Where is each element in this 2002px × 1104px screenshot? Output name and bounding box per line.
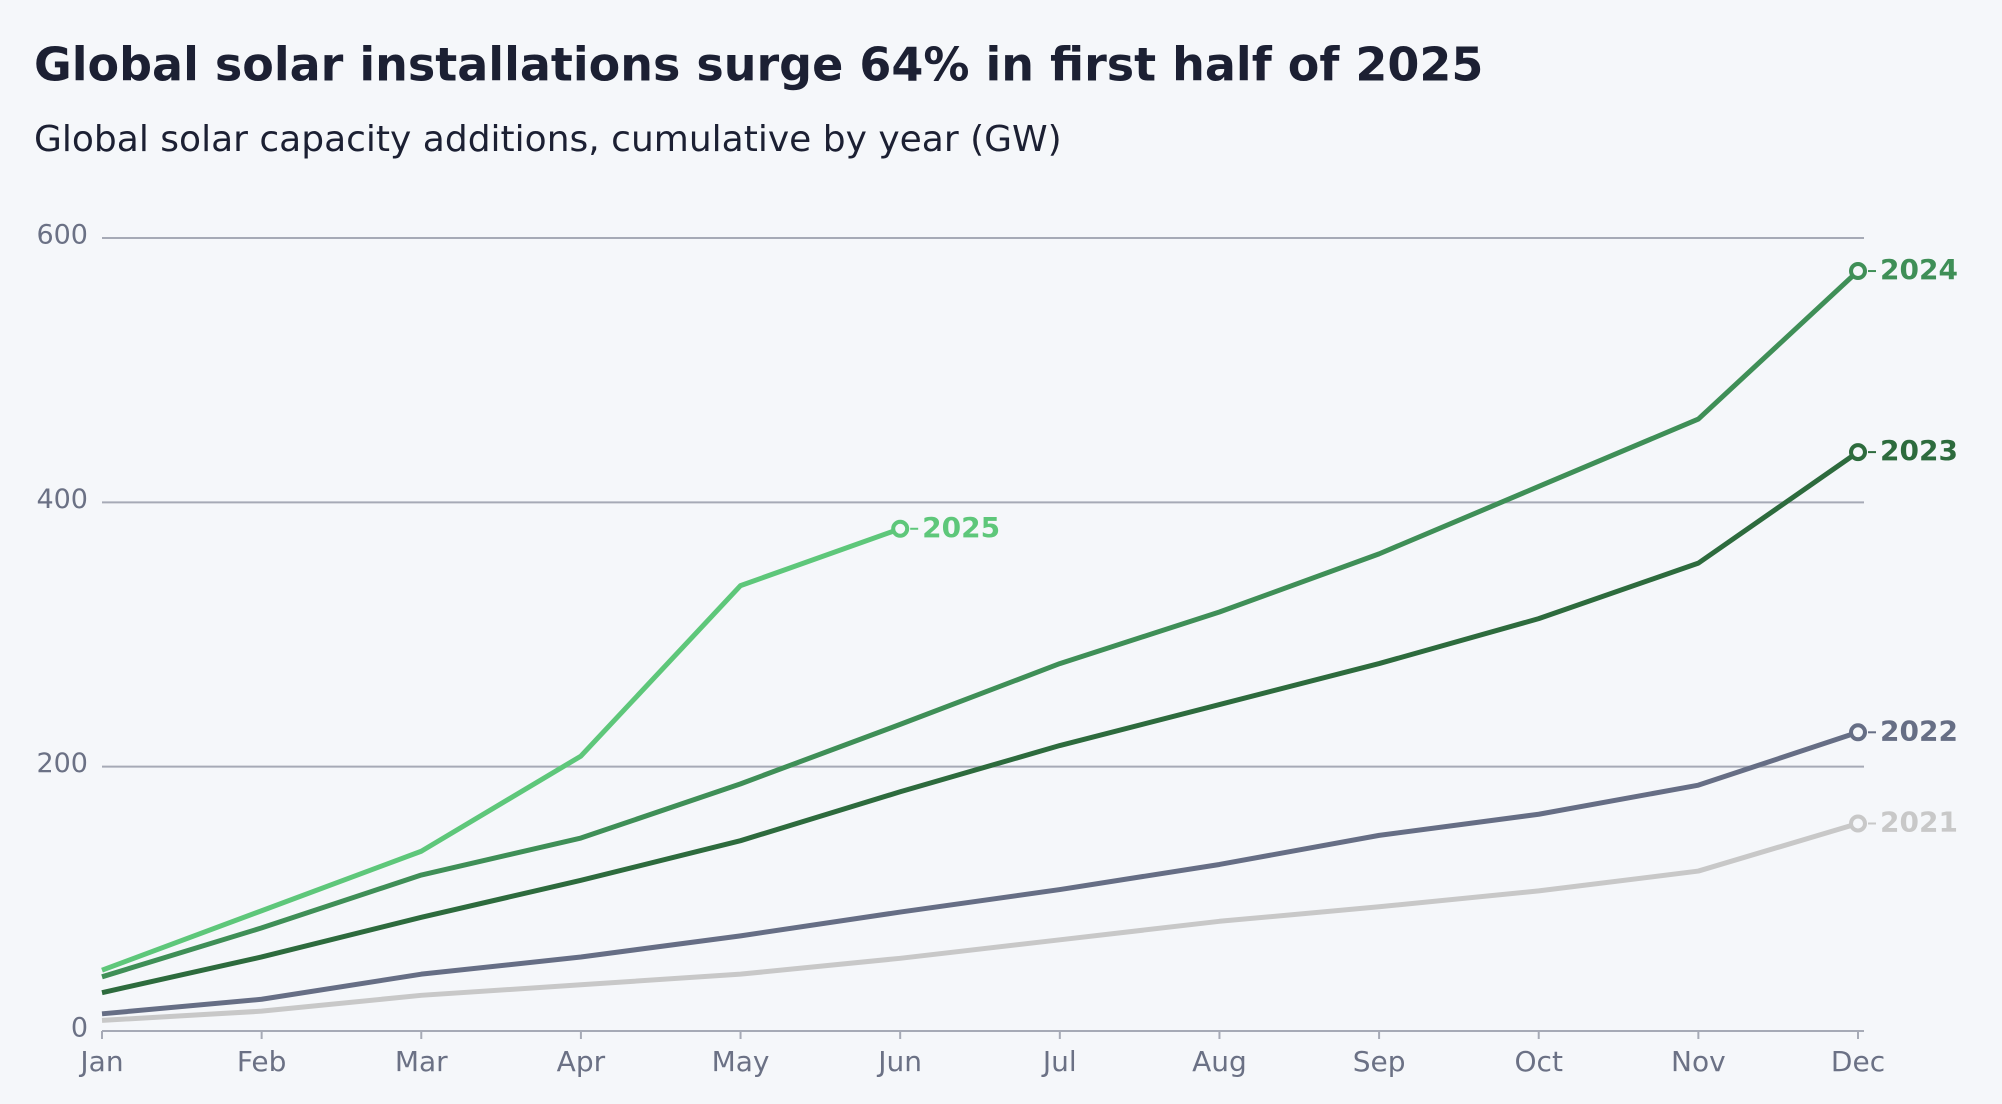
y-tick-label: 600 [36,220,88,251]
chart-subtitle: Global solar capacity additions, cumulat… [34,119,1062,160]
x-tick-label: Dec [1831,1045,1885,1078]
series-line [101,269,1860,980]
end-marker [1849,443,1867,462]
end-marker [1849,262,1867,281]
x-tick-label: May [712,1045,770,1078]
x-tick-label: Apr [557,1045,606,1078]
end-marker [891,519,910,538]
x-tick-label: Jan [78,1045,123,1078]
x-tick-label: Aug [1192,1045,1247,1078]
y-tick-label: 0 [71,1013,88,1044]
series-line [101,821,1859,1023]
y-tick-label: 400 [36,484,88,515]
series-line [101,526,902,973]
series-label: 2022 [1880,714,1958,747]
x-tick-label: Jun [876,1045,922,1078]
series-label: 2023 [1880,434,1958,467]
series-line [101,450,1860,996]
series-label: 2024 [1880,253,1958,286]
chart-title: Global solar installations surge 64% in … [34,38,1483,92]
x-tick-label: Oct [1515,1045,1563,1078]
x-tick-label: Nov [1671,1045,1726,1078]
series-label: 2021 [1880,805,1958,838]
end-marker [1849,814,1867,833]
x-tick-label: Jul [1041,1045,1077,1078]
end-marker [1849,723,1867,742]
x-tick-label: Mar [395,1045,448,1078]
y-tick-label: 200 [36,748,88,779]
x-tick-label: Feb [237,1045,287,1078]
series-label: 2025 [922,511,1000,544]
series-line [101,729,1859,1017]
x-tick-label: Sep [1353,1045,1406,1078]
